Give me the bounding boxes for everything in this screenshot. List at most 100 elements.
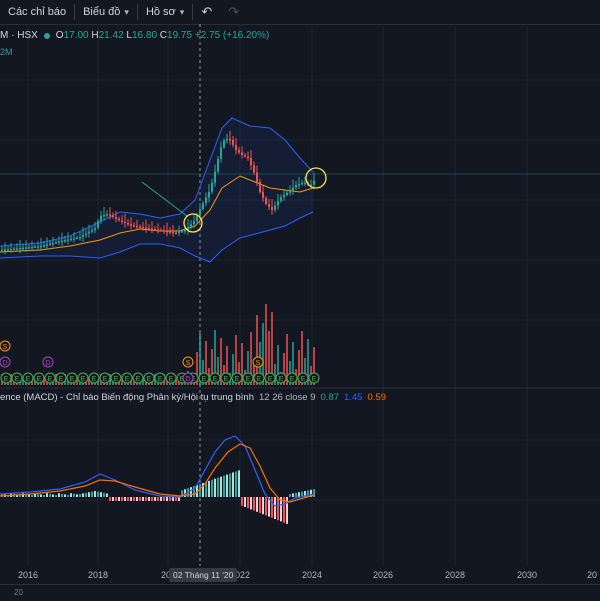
macd-histogram-bar [64, 494, 66, 497]
macd-histogram-bar [286, 497, 288, 524]
candle-body [64, 240, 66, 242]
macd-histogram-bar [226, 474, 228, 497]
split-marker [182, 356, 194, 368]
candle-body [127, 222, 129, 225]
candle-body [256, 172, 258, 182]
dividend-marker-label: E [213, 376, 218, 383]
volume-bar [274, 364, 276, 385]
time-tick: 2016 [17, 570, 39, 580]
dividend-marker [165, 372, 177, 384]
candle-body [67, 239, 69, 241]
macd-histogram-bar [235, 471, 237, 497]
volume-bar [166, 380, 168, 385]
candle-body [121, 220, 123, 222]
dividend-marker-label: E [290, 376, 295, 383]
macd-histogram-bar [133, 497, 135, 501]
candle-body [181, 230, 183, 233]
redo-button[interactable]: ↷ [220, 0, 247, 24]
candle-body [175, 232, 177, 235]
event-marker-label: D [45, 360, 50, 367]
volume-bar [247, 351, 249, 385]
macd-histogram-bar [118, 497, 120, 501]
macd-histogram-bar [106, 493, 108, 497]
candle-body [49, 243, 51, 245]
volume-bar [313, 347, 315, 385]
macd-histogram-bar [103, 492, 105, 497]
candle-body [73, 238, 75, 240]
macd-histogram-bar [130, 497, 132, 501]
candle-body [313, 180, 315, 185]
macd-histogram-bar [46, 493, 48, 497]
dividend-marker-label: E [268, 376, 273, 383]
candle-body [130, 224, 132, 226]
volume-bar [217, 357, 219, 385]
indicators-button[interactable]: Các chỉ báo [0, 0, 74, 24]
time-tick: 2026 [372, 570, 394, 580]
dividend-marker [11, 372, 23, 384]
volume-bar [304, 358, 306, 385]
macd-histogram-bar [58, 493, 60, 497]
candle-body [184, 230, 186, 232]
dividend-marker-label: E [70, 376, 75, 383]
candle-body [274, 205, 276, 210]
moving-average-line [0, 175, 314, 253]
dividend-marker-label: E [81, 376, 86, 383]
profile-menu-button[interactable]: Hồ sơ ▾ [138, 0, 192, 24]
candle-body [277, 201, 279, 206]
macd-histogram-bar [283, 497, 285, 523]
bottom-range-label[interactable]: 20 [14, 588, 23, 597]
macd-histogram-bar [37, 493, 39, 497]
macd-histogram-bar [157, 497, 159, 501]
chevron-down-icon: ▾ [179, 6, 185, 17]
candle-body [61, 240, 63, 243]
candle-body [16, 248, 18, 250]
macd-histogram-bar [124, 497, 126, 501]
bottom-bar: 20 [0, 584, 600, 601]
ohlc-values: O17.00 H21.42 L16.80 C19.75 +2.75 (+16.2… [56, 30, 270, 41]
macd-histogram-bar [307, 490, 309, 497]
dividend-marker [132, 372, 144, 384]
dividend-marker [66, 372, 78, 384]
candle-body [82, 235, 84, 237]
macd-title[interactable]: ence (MACD) - Chỉ báo Biến động Phân kỳ/… [0, 392, 254, 403]
macd-histogram-bar [166, 497, 168, 501]
macd-histogram-bar [70, 493, 72, 497]
dividend-marker-label: E [301, 376, 306, 383]
candle-body [136, 225, 138, 228]
volume-bar [214, 330, 216, 385]
macd-histogram-value: 0.87 [320, 392, 340, 403]
candle-body [88, 231, 90, 234]
time-axis[interactable]: 2016 2018 20 2022 2024 2026 2028 2030 20 [0, 566, 600, 584]
time-tick: 20 [586, 570, 598, 580]
volume-bar [250, 332, 252, 385]
macd-line [0, 435, 316, 507]
macd-histogram-bar [217, 477, 219, 497]
macd-histogram-bar [262, 497, 264, 515]
dividend-marker-label: E [136, 376, 141, 383]
candle-body [220, 147, 222, 159]
volume-bar [142, 377, 144, 385]
candle-body [133, 225, 135, 227]
macd-histogram-bar [295, 492, 297, 497]
toolbar-divider [136, 4, 138, 20]
chart-menu-label: Biểu đồ [83, 6, 121, 18]
candle-body [244, 155, 246, 157]
macd-histogram-bar [151, 497, 153, 501]
macd-histogram-bar [280, 497, 282, 522]
dividend-marker [33, 372, 45, 384]
candle-body [271, 207, 273, 210]
dividend-marker [77, 372, 89, 384]
macd-legend: ence (MACD) - Chỉ báo Biến động Phân kỳ/… [0, 392, 386, 403]
candle-body [205, 197, 207, 204]
candle-body [283, 195, 285, 198]
macd-histogram-bar [139, 497, 141, 501]
candle-body [232, 140, 234, 145]
undo-button[interactable]: ↶ [193, 0, 220, 24]
chart-canvas[interactable]: EEEEEEEEEEEEEEEEEEEEEEEEEEEEESSSDDD [0, 24, 600, 566]
symbol-label[interactable]: M · HSX [0, 30, 38, 41]
macd-histogram-bar [199, 484, 201, 497]
candlestick-series [1, 130, 315, 254]
chart-menu-button[interactable]: Biểu đồ ▾ [75, 0, 137, 24]
macd-histogram-bar [211, 479, 213, 497]
macd-histogram-bar [127, 497, 129, 501]
